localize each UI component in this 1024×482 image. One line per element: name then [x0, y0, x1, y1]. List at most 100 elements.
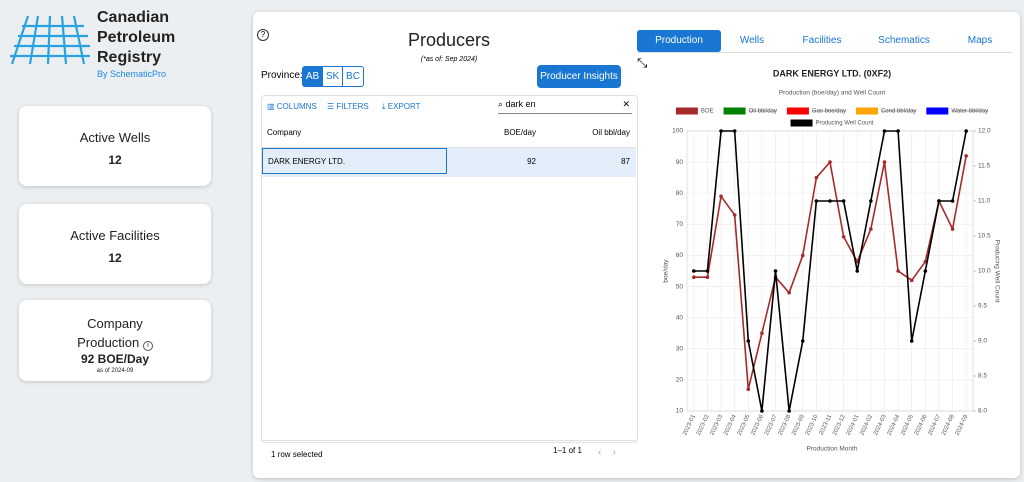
x-tick-label: 2023-04 [723, 413, 738, 436]
toolbar-columns[interactable]: ▥ COLUMNS [267, 102, 317, 111]
card: Active Wells 12 [19, 106, 211, 186]
tab[interactable]: Wells [739, 35, 765, 46]
column-header[interactable]: BOE/day [503, 128, 536, 137]
point [760, 409, 764, 413]
y-tick-label: 30 [676, 345, 684, 352]
legend-item[interactable]: Cond bbl/day [855, 107, 917, 115]
y-tick-label: 20 [676, 377, 684, 384]
card: Active Facilities 12 [19, 204, 211, 284]
x-tick-label: 2023-07 [764, 413, 779, 436]
y2-tick-label: 10.0 [978, 268, 991, 275]
x-tick-label: 2024-03 [873, 413, 888, 436]
point [950, 227, 955, 231]
legend-item[interactable]: Water bbl/day [926, 107, 989, 115]
y2-axis-label: Producing Well Count [993, 240, 1000, 303]
point [964, 154, 968, 158]
tab[interactable]: Facilities [802, 35, 842, 46]
point [746, 387, 751, 392]
point [787, 409, 791, 413]
toolbar-export[interactable]: ⤓ EXPORT [382, 102, 421, 111]
page-arrows[interactable]: ‹ › [598, 447, 616, 458]
province-button[interactable]: AB [302, 66, 323, 87]
point [923, 269, 928, 273]
x-tick-label: 2023-12 [832, 413, 847, 436]
y-tick-label: 90 [676, 159, 684, 166]
point [719, 194, 723, 199]
point [828, 160, 832, 164]
province-button[interactable]: SK [322, 66, 343, 87]
point [692, 275, 696, 280]
tab[interactable]: Schematics [878, 35, 930, 46]
x-tick-label: 2023-06 [750, 413, 765, 436]
legend-swatch [926, 107, 949, 115]
table-cell: 92 [527, 157, 536, 166]
province-button[interactable]: BC [342, 66, 364, 87]
point [692, 269, 696, 273]
chart-title: DARK ENERGY LTD. (0XF2) [773, 68, 891, 78]
y-tick-label: 10 [676, 408, 684, 415]
column-header[interactable]: Oil bbl/day [592, 128, 630, 137]
insights-button[interactable]: Producer Insights [537, 65, 621, 88]
x-tick-label: 2023-10 [805, 413, 820, 436]
point [855, 269, 860, 273]
logo-line: Registry [97, 49, 162, 66]
main-panel [253, 12, 1020, 478]
x-tick-label: 2023-02 [696, 413, 711, 436]
pagination: 1–1 of 1 [553, 446, 582, 455]
search-box[interactable]: ⌕ dark en ✕ [498, 99, 632, 114]
selection-count: 1 row selected [271, 450, 323, 459]
card-title: Company Production [77, 316, 143, 350]
card: Company Production i 92 BOE/Day as of 20… [19, 300, 211, 381]
table-cell[interactable]: DARK ENERGY LTD. [262, 148, 447, 174]
chart-subtitle: Production (boe/day) and Well Count [779, 90, 886, 97]
card-title: Active Facilities [70, 228, 160, 243]
legend-label: Water bbl/day [951, 109, 988, 115]
legend-swatch [855, 107, 878, 115]
point [732, 213, 737, 217]
logo-title: Canadian Petroleum Registry [97, 8, 175, 68]
expand-icon[interactable]: ⤡ [637, 55, 648, 70]
panel-title: Producers [407, 30, 491, 50]
y-tick-label: 40 [676, 314, 684, 321]
card-note: as of 2024-09 [96, 368, 134, 374]
logo-line: Canadian [97, 9, 170, 26]
point [800, 253, 805, 258]
legend-swatch [675, 107, 698, 115]
toolbar-label: EXPORT [387, 102, 421, 111]
legend-swatch [723, 107, 746, 115]
tab[interactable]: Production [637, 30, 721, 52]
data-grid [261, 95, 638, 443]
point [732, 129, 737, 133]
column-header[interactable]: Company [267, 128, 302, 137]
legend-label: Cond bbl/day [881, 109, 916, 115]
province-label: Province: [261, 70, 303, 81]
x-tick-label: 2024-06 [914, 413, 929, 436]
y-tick-label: 100 [672, 128, 683, 135]
legend-item[interactable]: Oil bbl/day [723, 107, 777, 115]
point [746, 339, 751, 343]
legend-item[interactable]: BOE [675, 107, 714, 115]
legend-item[interactable]: Gas boe/day [786, 107, 846, 115]
point [869, 199, 873, 203]
x-tick-label: 2024-04 [887, 413, 902, 436]
table-row[interactable] [262, 147, 636, 177]
toolbar-label: COLUMNS [276, 102, 317, 111]
card-value: 12 [108, 153, 122, 167]
table-cell: 87 [621, 157, 630, 166]
x-axis-label: Production Month [807, 446, 858, 453]
point [869, 227, 873, 231]
point [705, 275, 710, 280]
search-text: dark en [505, 99, 536, 109]
help-icon[interactable]: ? [257, 29, 269, 41]
toolbar-label: FILTERS [336, 102, 369, 111]
tab[interactable]: Maps [967, 35, 993, 46]
legend-item[interactable]: Producing Well Count [790, 119, 874, 127]
x-tick-label: 2023-03 [710, 413, 725, 436]
x-tick-label: 2024-05 [900, 413, 915, 436]
point [909, 339, 914, 343]
point [950, 199, 955, 203]
toolbar-filters[interactable]: ☰ FILTERS [327, 102, 369, 111]
point [773, 269, 778, 273]
x-tick-label: 2024-09 [955, 413, 970, 436]
info-icon[interactable]: i [142, 341, 153, 351]
